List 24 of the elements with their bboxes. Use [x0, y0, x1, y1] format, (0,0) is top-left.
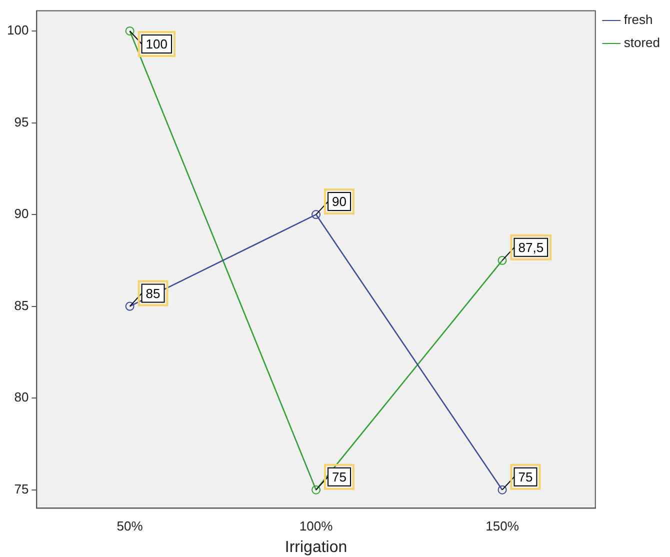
x-tick-label: 50% — [116, 518, 144, 534]
y-tick-label: 80 — [14, 390, 29, 405]
data-label: 100 — [146, 36, 168, 52]
y-tick-label: 75 — [14, 481, 29, 496]
y-tick-label: 95 — [14, 114, 29, 130]
data-label: 87,5 — [518, 240, 544, 255]
x-tick-label: 100% — [299, 518, 334, 534]
data-label: 85 — [146, 286, 160, 301]
legend-label: stored — [624, 35, 660, 50]
point — [498, 485, 507, 494]
point — [125, 26, 134, 36]
point — [312, 210, 321, 220]
data-label: 75 — [332, 469, 346, 484]
y-tick-label: 100 — [6, 22, 29, 38]
point — [125, 302, 134, 311]
y-tick-label: 85 — [14, 298, 29, 313]
data-label: 90 — [332, 194, 346, 210]
y-tick-label: 90 — [14, 206, 29, 222]
data-label: 75 — [518, 469, 533, 484]
point — [498, 256, 507, 265]
x-axis-title: Irrigation — [284, 538, 348, 556]
legend-label: fresh — [624, 12, 653, 28]
point — [312, 485, 321, 494]
x-tick-label: 150% — [486, 518, 520, 534]
